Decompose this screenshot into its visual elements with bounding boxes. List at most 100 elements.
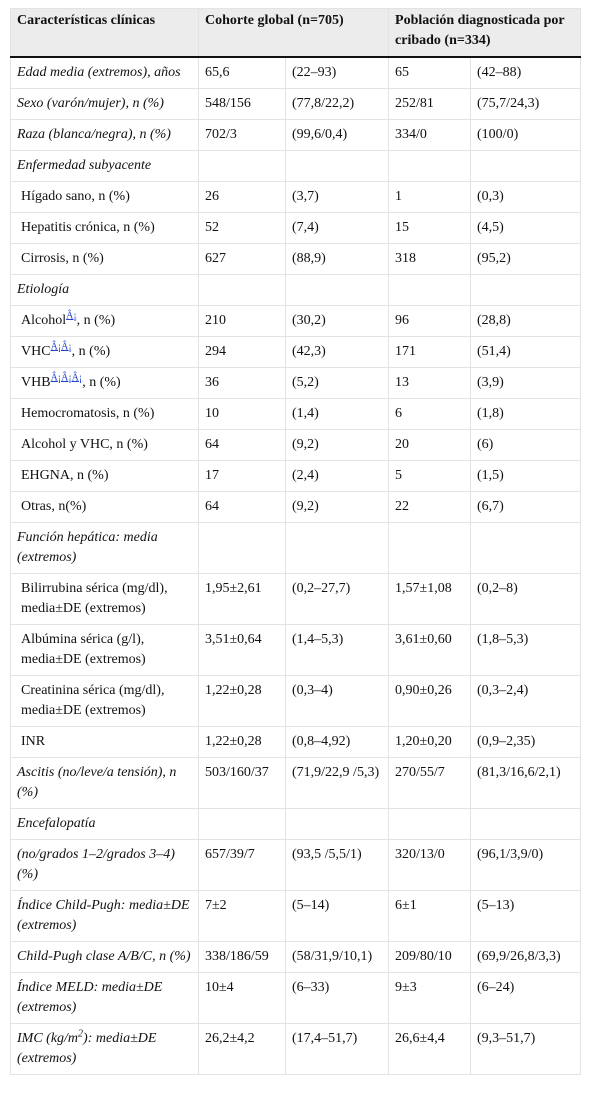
- value-cell: (5,2): [284, 367, 390, 399]
- value-cell: 5: [388, 460, 472, 492]
- superscript: Â¡Â¡Â¡: [50, 372, 83, 384]
- label-text: Enfermedad subyacente: [17, 158, 152, 173]
- value-cell: 64: [198, 429, 286, 461]
- label-text: Hemocromatosis, n (%): [21, 406, 155, 421]
- label-text: EHGNA, n (%): [21, 468, 109, 483]
- empty-cell: [198, 150, 286, 182]
- row-label: EHGNA, n (%): [10, 460, 199, 492]
- table-row: Índice Child-Pugh: media±DE (extremos) 7±…: [10, 890, 582, 942]
- empty-cell: [470, 808, 582, 840]
- empty-cell: [470, 522, 582, 574]
- value-cell: (0,9–2,35): [470, 726, 582, 758]
- table-row: (no/grados 1–2/grados 3–4) (%) 657/39/7 (9…: [10, 839, 582, 891]
- empty-cell: [284, 522, 390, 574]
- label-text: VHC: [21, 344, 51, 359]
- empty-cell: [470, 274, 582, 306]
- label-text: Encefalopatía: [17, 816, 96, 831]
- empty-cell: [284, 274, 390, 306]
- row-label: VHBÂ¡Â¡Â¡, n (%): [10, 367, 199, 399]
- value-cell: 320/13/0: [388, 839, 472, 891]
- row-label: Encefalopatía: [10, 808, 199, 840]
- value-cell: 65,6: [198, 56, 286, 89]
- label-text: Ascitis (no/leve/a tensión), n (%): [17, 765, 177, 800]
- row-label: Sexo (varón/mujer), n (%): [10, 88, 199, 120]
- value-cell: (30,2): [284, 305, 390, 337]
- value-cell: (0,3–2,4): [470, 675, 582, 727]
- label-text: Alcohol y VHC, n (%): [21, 437, 148, 452]
- value-cell: (96,1/3,9/0): [470, 839, 582, 891]
- value-cell: 6: [388, 398, 472, 430]
- value-cell: (75,7/24,3): [470, 88, 582, 120]
- table-row: Índice MELD: media±DE (extremos) 10±4 (6–3…: [10, 972, 582, 1024]
- value-cell: 171: [388, 336, 472, 368]
- label-text: Child-Pugh clase A/B/C, n (%): [17, 949, 191, 964]
- value-cell: (100/0): [470, 119, 582, 151]
- label-text: Etiología: [17, 282, 70, 297]
- label-text: Bilirrubina sérica (mg/dl), media±DE (ex…: [21, 581, 168, 616]
- empty-cell: [198, 274, 286, 306]
- empty-cell: [388, 808, 472, 840]
- header-cell: Características clínicas: [10, 8, 199, 58]
- row-label: Child-Pugh clase A/B/C, n (%): [10, 941, 199, 973]
- table-row: Ascitis (no/leve/a tensión), n (%) 503/16…: [10, 757, 582, 809]
- row-label: IMC (kg/m2): media±DE (extremos): [10, 1023, 199, 1075]
- table-row: Etiología: [10, 274, 582, 306]
- table-row: AlcoholÂ¡, n (%) 210 (30,2) 96 (28,8): [10, 305, 582, 337]
- clinical-table: Características clínicas Cohorte global …: [10, 8, 582, 1075]
- header-cell: Cohorte global (n=705): [197, 8, 390, 58]
- table-row: IMC (kg/m2): media±DE (extremos) 26,2±4,2…: [10, 1023, 582, 1075]
- value-cell: (6–24): [470, 972, 582, 1024]
- value-cell: (81,3/16,6/2,1): [470, 757, 582, 809]
- table-row: Enfermedad subyacente: [10, 150, 582, 182]
- value-cell: 318: [388, 243, 472, 275]
- value-cell: 3,61±0,60: [388, 624, 472, 676]
- value-cell: 26: [198, 181, 286, 213]
- value-cell: 64: [198, 491, 286, 523]
- label-text: VHB: [21, 375, 51, 390]
- value-cell: 52: [198, 212, 286, 244]
- table-row: Edad media (extremos), años 65,6 (22–93) 65…: [10, 56, 582, 89]
- table-row: Hemocromatosis, n (%) 10 (1,4) 6 (1,8): [10, 398, 582, 430]
- label-text: Albúmina sérica (g/l), media±DE (extremo…: [21, 632, 146, 667]
- value-cell: (1,8): [470, 398, 582, 430]
- value-cell: (28,8): [470, 305, 582, 337]
- label-text: (no/grados 1–2/grados 3–4) (%): [17, 847, 175, 882]
- label-text: Edad media (extremos), años: [17, 65, 181, 80]
- row-label: Bilirrubina sérica (mg/dl), media±DE (ex…: [10, 573, 199, 625]
- value-cell: 209/80/10: [388, 941, 472, 973]
- label-text: Función hepática: media (extremos): [17, 530, 158, 565]
- label-text: Cirrosis, n (%): [21, 251, 104, 266]
- value-cell: 627: [198, 243, 286, 275]
- value-cell: 10: [198, 398, 286, 430]
- value-cell: 334/0: [388, 119, 472, 151]
- empty-cell: [388, 150, 472, 182]
- table-row: INR 1,22±0,28 (0,8–4,92) 1,20±0,20 (0,9–2,35…: [10, 726, 582, 758]
- row-label: INR: [10, 726, 199, 758]
- label-text: Índice Child-Pugh: media±DE (extremos): [17, 898, 190, 933]
- table-row: Hígado sano, n (%) 26 (3,7) 1 (0,3): [10, 181, 582, 213]
- table-row: Creatinina sérica (mg/dl), media±DE (ext…: [10, 675, 582, 727]
- value-cell: 3,51±0,64: [198, 624, 286, 676]
- value-cell: (99,6/0,4): [284, 119, 390, 151]
- row-label: Hígado sano, n (%): [10, 181, 199, 213]
- table-row: Función hepática: media (extremos): [10, 522, 582, 574]
- value-cell: 1,95±2,61: [198, 573, 286, 625]
- value-cell: 294: [198, 336, 286, 368]
- value-cell: (0,2–27,7): [284, 573, 390, 625]
- value-cell: 6±1: [388, 890, 472, 942]
- value-cell: 252/81: [388, 88, 472, 120]
- table-row: Otras, n(%) 64 (9,2) 22 (6,7): [10, 491, 582, 523]
- value-cell: 1,20±0,20: [388, 726, 472, 758]
- value-cell: (7,4): [284, 212, 390, 244]
- value-cell: 20: [388, 429, 472, 461]
- value-cell: 17: [198, 460, 286, 492]
- value-cell: (0,8–4,92): [284, 726, 390, 758]
- row-label: Función hepática: media (extremos): [10, 522, 199, 574]
- empty-cell: [388, 522, 472, 574]
- value-cell: (4,5): [470, 212, 582, 244]
- row-label: Índice MELD: media±DE (extremos): [10, 972, 199, 1024]
- row-label: Otras, n(%): [10, 491, 199, 523]
- value-cell: (0,3–4): [284, 675, 390, 727]
- value-cell: 503/160/37: [198, 757, 286, 809]
- label-text: Sexo (varón/mujer), n (%): [17, 96, 164, 111]
